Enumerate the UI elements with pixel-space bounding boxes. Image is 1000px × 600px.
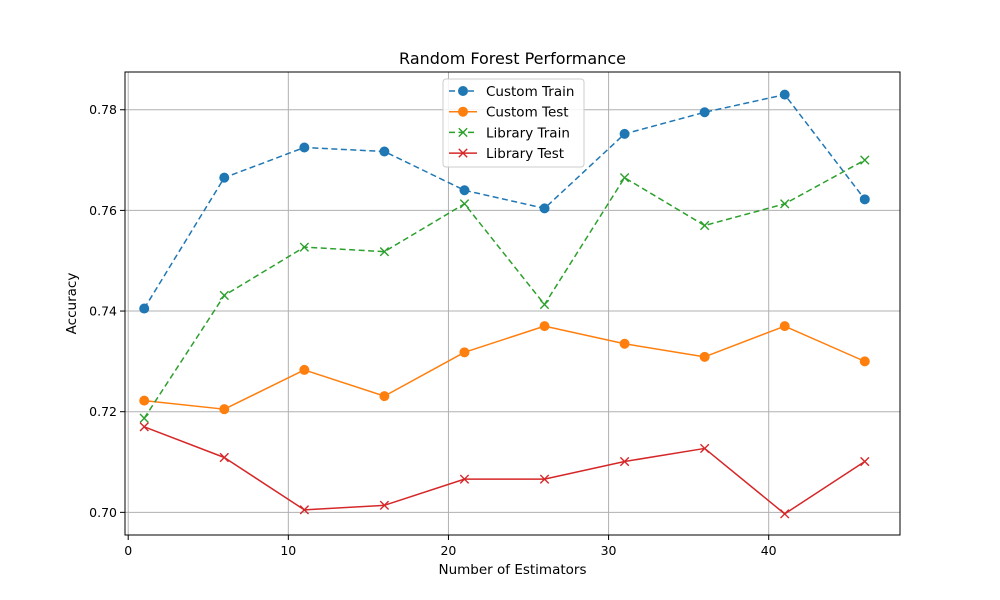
data-point-custom-train: [779, 89, 790, 100]
y-tick-label: 0.70: [89, 505, 117, 520]
data-point-library-train: [299, 242, 310, 252]
y-axis-title: Accuracy: [64, 273, 80, 335]
data-point-library-test: [860, 456, 870, 467]
data-point-custom-test: [539, 321, 550, 332]
legend-item-custom-train: Custom Train: [449, 84, 574, 100]
data-point-library-train: [780, 199, 790, 209]
series-custom-train: [139, 89, 870, 314]
legend-label: Custom Train: [486, 84, 574, 100]
data-point-library-test: [780, 509, 790, 519]
data-point-library-test: [619, 456, 630, 467]
x-tick-label: 30: [601, 543, 617, 558]
data-point-custom-train: [219, 172, 230, 183]
data-point-custom-test: [139, 395, 150, 406]
data-point-custom-train: [459, 185, 470, 196]
y-tick-label: 0.78: [89, 102, 117, 117]
data-point-custom-train: [699, 107, 710, 118]
data-point-library-test: [139, 422, 149, 432]
legend-item-library-test: Library Test: [449, 146, 564, 162]
series-line-library-test: [143, 426, 866, 515]
x-tick-label: 10: [280, 543, 296, 558]
data-point-custom-train: [859, 194, 870, 205]
data-point-custom-train: [139, 303, 150, 314]
data-point-custom-test: [299, 364, 310, 375]
series-line-custom-train: [143, 93, 866, 309]
data-point-library-train: [860, 155, 870, 165]
series-library-test: [139, 422, 870, 519]
y-tick-label: 0.74: [89, 304, 117, 319]
data-point-library-train: [459, 199, 470, 209]
legend-swatch-marker: [458, 127, 468, 138]
data-point-library-train: [619, 172, 630, 183]
legend-label: Library Test: [486, 146, 564, 162]
data-point-library-train: [539, 299, 550, 310]
data-point-library-train: [379, 246, 390, 257]
data-point-custom-train: [619, 128, 630, 139]
chart-title: Random Forest Performance: [399, 49, 626, 68]
data-point-library-test: [539, 474, 550, 484]
data-point-custom-test: [779, 321, 790, 332]
data-point-library-train: [219, 290, 229, 301]
series-line-custom-test: [144, 325, 866, 410]
y-tick-label: 0.76: [89, 203, 117, 218]
data-point-library-test: [459, 474, 470, 484]
data-point-library-test: [699, 443, 710, 454]
data-point-custom-test: [859, 356, 870, 367]
legend: Custom Train Custom Test Library Train Libr…: [442, 78, 585, 168]
series-line-library-train: [143, 159, 866, 419]
data-point-library-test: [219, 452, 229, 463]
x-tick-label: 0: [124, 543, 132, 558]
legend-swatch-marker: [458, 148, 468, 158]
data-point-library-train: [139, 413, 149, 423]
legend-item-custom-test: Custom Test: [449, 105, 569, 121]
y-tick-label: 0.72: [89, 404, 117, 419]
data-point-custom-train: [299, 142, 310, 153]
series-library-train: [139, 155, 870, 423]
data-point-custom-test: [699, 351, 710, 362]
x-tick-label: 20: [440, 543, 456, 558]
legend-label: Library Train: [486, 125, 570, 141]
data-point-library-test: [299, 505, 310, 515]
data-point-custom-train: [379, 146, 390, 157]
data-point-custom-test: [379, 391, 390, 402]
data-point-custom-train: [539, 203, 550, 214]
data-point-custom-test: [619, 338, 630, 349]
x-axis-title: Number of Estimators: [439, 562, 587, 578]
plot-frame: [124, 71, 901, 536]
data-point-library-train: [699, 220, 710, 231]
x-tick-label: 40: [761, 543, 777, 558]
legend-label: Custom Test: [486, 105, 569, 121]
data-point-library-test: [379, 500, 390, 511]
legend-swatch-marker: [458, 106, 468, 117]
data-point-custom-test: [219, 404, 230, 415]
series-custom-test: [139, 321, 870, 415]
ticks: 0 10 20 30 40 0.70 0.72 0.74 0.76 0.78: [89, 102, 777, 558]
legend-item-library-train: Library Train: [449, 125, 570, 141]
legend-box: [442, 78, 585, 168]
legend-swatch-marker: [458, 86, 468, 96]
series-layer: [139, 89, 870, 519]
data-point-custom-test: [459, 347, 470, 358]
